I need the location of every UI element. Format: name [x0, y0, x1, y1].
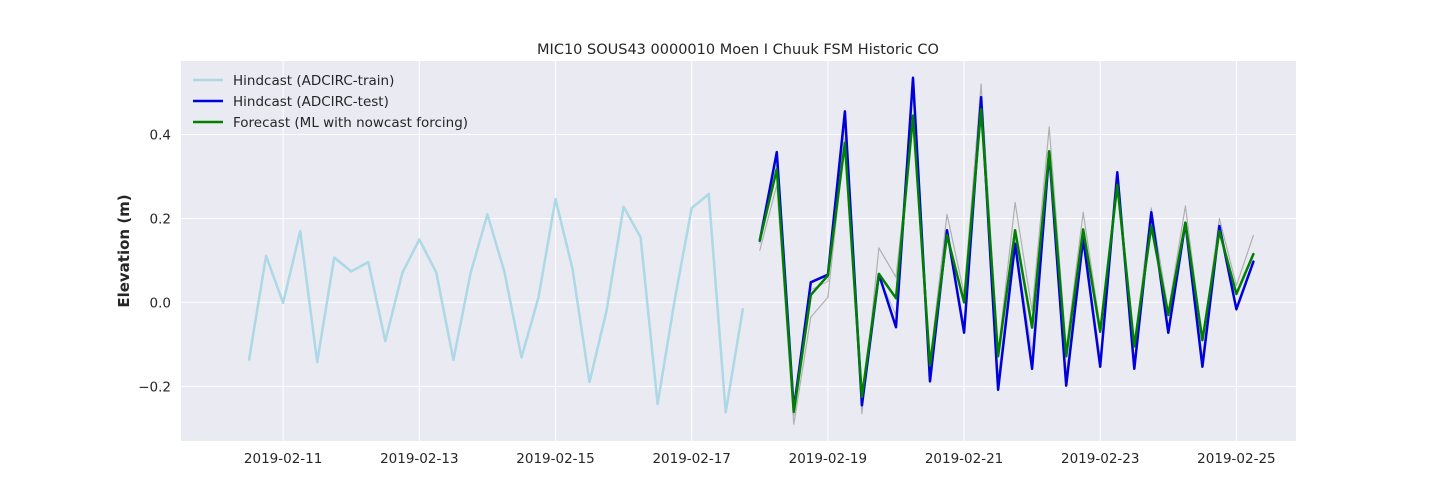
- x-tick-label: 2019-02-13: [380, 451, 458, 467]
- legend-label: Hindcast (ADCIRC-test): [233, 94, 389, 110]
- x-tick-label: 2019-02-15: [516, 451, 594, 467]
- y-tick-label: 0.0: [150, 295, 171, 311]
- axes: −0.2 0.0 0.2 0.4 2019-02-11 2019-02-13 2019-02…: [138, 127, 1275, 467]
- series-line: [758, 76, 1255, 411]
- series-line: [247, 192, 745, 414]
- y-tick-label: 0.2: [150, 211, 171, 227]
- legend: Hindcast (ADCIRC-train) Hindcast (ADCIRC-…: [193, 73, 468, 131]
- y-tick-label: −0.2: [138, 379, 171, 395]
- y-axis-label: Elevation (m): [115, 194, 133, 307]
- grid: [181, 61, 1296, 441]
- x-tick-label: 2019-02-19: [789, 451, 867, 467]
- series-lines: [247, 76, 1255, 425]
- y-tick-label: 0.4: [150, 127, 171, 143]
- legend-label: Hindcast (ADCIRC-train): [233, 73, 394, 89]
- series-line: [758, 108, 1255, 414]
- legend-label: Forecast (ML with nowcast forcing): [233, 115, 468, 131]
- chart-title: MIC10 SOUS43 0000010 Moen I Chuuk FSM Hi…: [537, 42, 939, 58]
- x-tick-label: 2019-02-17: [652, 451, 730, 467]
- x-tick-label: 2019-02-23: [1061, 451, 1139, 467]
- x-tick-label: 2019-02-25: [1197, 451, 1275, 467]
- x-tick-label: 2019-02-21: [925, 451, 1003, 467]
- x-tick-label: 2019-02-11: [244, 451, 322, 467]
